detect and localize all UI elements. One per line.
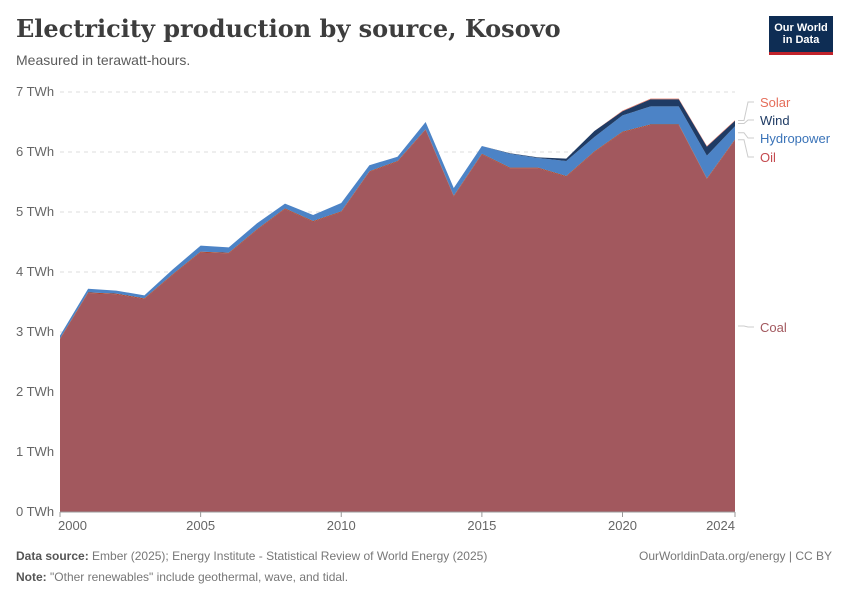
y-tick-label-0: 0 TWh	[16, 504, 54, 519]
x-tick-label-2010: 2010	[327, 518, 356, 533]
owid-logo[interactable]: Our World in Data	[769, 16, 833, 55]
note-text: "Other renewables" include geothermal, w…	[50, 570, 349, 584]
license-link[interactable]: OurWorldinData.org/energy | CC BY	[639, 549, 832, 563]
legend-connector-hydropower	[738, 132, 754, 139]
y-tick-label-3: 3 TWh	[16, 324, 54, 339]
logo-line-1: Our World	[774, 22, 828, 34]
x-tick-label-2020: 2020	[608, 518, 637, 533]
data-source-text[interactable]: Ember (2025); Energy Institute - Statist…	[92, 549, 488, 563]
x-tick-label-2000: 2000	[58, 518, 87, 533]
y-tick-label-4: 4 TWh	[16, 264, 54, 279]
legend-connector-coal	[738, 325, 754, 328]
chart-title: Electricity production by source, Kosovo	[16, 14, 561, 43]
x-tick-label-2024: 2024	[706, 518, 735, 533]
x-tick-label-2015: 2015	[467, 518, 496, 533]
legend-connector-solar	[738, 101, 754, 121]
y-tick-label-2: 2 TWh	[16, 384, 54, 399]
y-tick-label-1: 1 TWh	[16, 444, 54, 459]
chart-subtitle: Measured in terawatt-hours.	[16, 52, 191, 68]
legend-label-hydropower[interactable]: Hydropower	[760, 131, 831, 146]
note-label: Note:	[16, 570, 47, 584]
legend-label-solar[interactable]: Solar	[760, 95, 791, 110]
legend-label-oil[interactable]: Oil	[760, 150, 776, 165]
legend-connector-oil	[738, 139, 754, 158]
x-tick-label-2005: 2005	[186, 518, 215, 533]
area-hydropower[interactable]	[60, 106, 735, 339]
area-coal[interactable]	[60, 125, 735, 512]
legend-connector-wind	[738, 119, 754, 124]
y-tick-label-6: 6 TWh	[16, 144, 54, 159]
logo-line-2: in Data	[782, 34, 820, 46]
note-line: Note: "Other renewables" include geother…	[16, 570, 348, 584]
legend-label-wind[interactable]: Wind	[760, 113, 790, 128]
data-source-label: Data source:	[16, 549, 89, 563]
y-tick-label-7: 7 TWh	[16, 84, 54, 99]
legend-label-coal[interactable]: Coal	[760, 320, 787, 335]
y-tick-label-5: 5 TWh	[16, 204, 54, 219]
data-source-line: Data source: Ember (2025); Energy Instit…	[16, 549, 487, 563]
